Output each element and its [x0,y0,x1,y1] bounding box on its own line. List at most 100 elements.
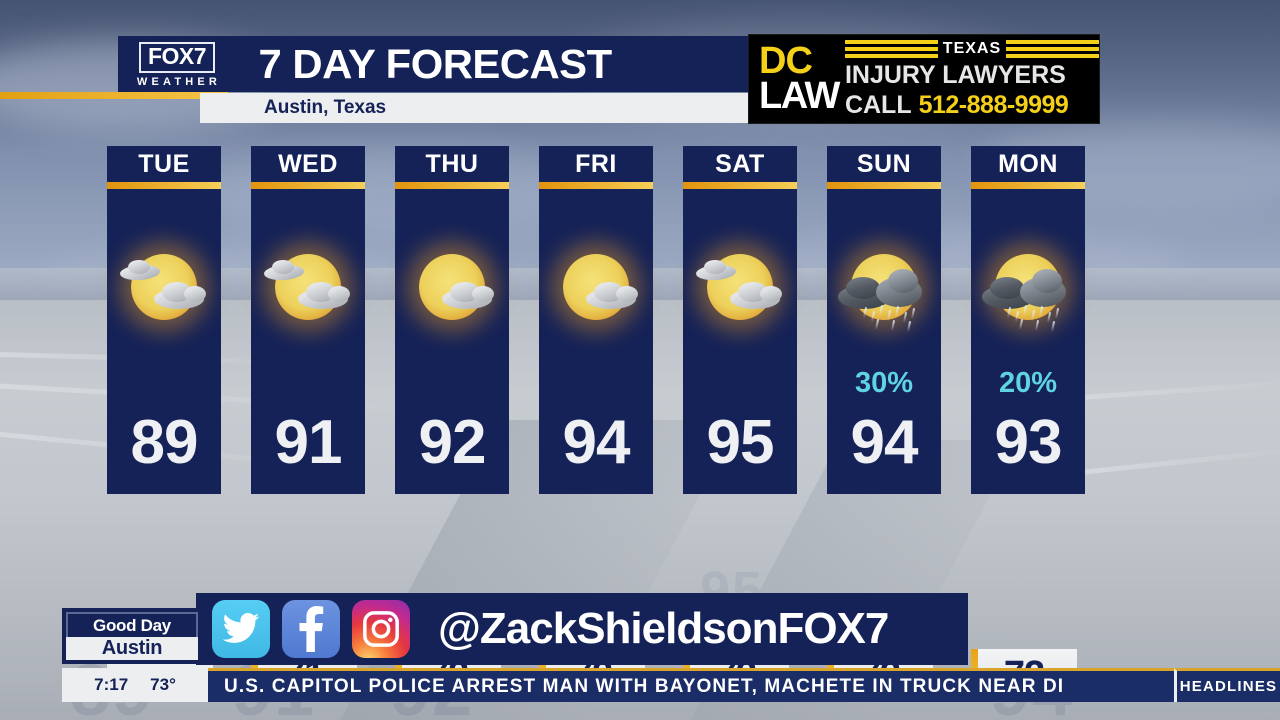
ad-call-label: CALL [844,90,912,119]
sponsor-ad-banner[interactable]: DC LAW TEXAS INJURY LAWYERS CALL 512-888… [748,34,1100,124]
ticker-category-label: HEADLINES [1174,668,1280,702]
show-logo-line1: Good Day [93,615,171,635]
forecast-day-column[interactable]: TUE 89 [107,146,221,494]
forecast-day-column[interactable]: SUN 30% 94 [827,146,941,494]
day-body: 20% 93 [971,189,1085,494]
day-accent-bar [683,182,797,189]
day-label: MON [998,149,1058,178]
seven-day-forecast: TUE 89 WED [107,146,1107,701]
day-label: SAT [715,149,765,178]
cloud-puff [180,150,600,230]
sun-behind-rain-cloud-icon [976,241,1080,333]
rain-drops-icon [1006,304,1068,333]
cloud-shape [272,260,294,274]
day-body: 91 [251,189,365,494]
social-media-bar: @ZackShieldsonFOX7 [196,593,968,665]
ad-brand-line2: LAW [759,75,840,117]
sun-behind-clouds-icon [400,241,504,333]
twitter-bird-glyph [212,600,270,658]
cloud-shape [184,286,206,302]
location-bar: Austin, Texas [200,93,748,123]
day-accent-bar [395,182,509,189]
twitter-icon[interactable] [212,600,270,658]
day-label: TUE [138,149,190,178]
day-accent-bar [827,182,941,189]
instagram-camera-glyph [352,600,410,658]
facebook-f-glyph [282,600,340,658]
cloud-shape [704,260,726,274]
sun-behind-clouds-icon [256,241,360,333]
show-logo-line2: Austin [101,637,163,659]
rain-drops-icon [862,304,924,333]
day-accent-bar [107,182,221,189]
header-accent-rule [0,92,228,99]
high-temperature: 94 [562,408,631,477]
forecast-day-column[interactable]: WED 91 [251,146,365,494]
ticker-headline: U.S. CAPITOL POLICE ARREST MAN WITH BAYO… [224,675,1065,697]
forecast-day-column[interactable]: THU 92 [395,146,509,494]
high-temperature: 92 [418,408,487,477]
current-temperature: 73° [150,675,176,694]
rain-cloud-shape [1032,269,1062,293]
ad-rule-right-icon [1006,40,1099,58]
day-label: THU [425,149,479,178]
day-body: 92 [395,189,509,494]
ticker-headline-area: U.S. CAPITOL POLICE ARREST MAN WITH BAYO… [208,668,1174,702]
ad-tagline-top: TEXAS [942,40,1002,57]
day-label: WED [278,149,338,178]
good-day-austin-logo: Good Day Austin [62,608,202,664]
weather-logo-text: WEATHER [136,75,222,88]
sun-behind-clouds-icon [112,241,216,333]
sun-behind-clouds-icon [544,241,648,333]
instagram-icon[interactable] [352,600,410,658]
day-body: 89 [107,189,221,494]
ad-texas-row: TEXAS [844,39,1099,60]
day-accent-bar [251,182,365,189]
sun-behind-clouds-icon [688,241,792,333]
forecast-day-column[interactable]: MON 20% 93 [971,146,1085,494]
ad-phone-number: 512-888-9999 [918,90,1069,119]
cloud-shape [760,286,782,302]
rain-cloud-shape [846,277,880,299]
high-temperature: 95 [706,408,775,477]
cloud-shape [328,286,350,302]
day-accent-bar [971,182,1085,189]
day-label: SUN [856,149,912,178]
forecast-day-column[interactable]: SAT 95 [683,146,797,494]
show-logo-line1-box: Good Day [66,612,198,637]
fox7-weather-logo: FOX7 WEATHER [118,36,236,92]
rain-cloud-shape [990,277,1024,299]
current-time: 7:17 [94,675,129,694]
ad-copy-block: TEXAS INJURY LAWYERS CALL 512-888-9999 [839,39,1099,120]
day-body: 95 [683,189,797,494]
cloud-shape [616,286,638,302]
cloud-shape [128,260,150,274]
page-title: 7 DAY FORECAST [258,40,613,87]
day-header: WED [251,146,365,182]
day-header: THU [395,146,509,182]
forecast-day-column[interactable]: FRI 94 [539,146,653,494]
ad-call-row: CALL 512-888-9999 [845,91,1099,120]
day-label: FRI [575,149,617,178]
facebook-icon[interactable] [282,600,340,658]
rain-cloud-shape [888,269,918,293]
high-temperature: 94 [850,408,919,477]
day-header: SAT [683,146,797,182]
ad-rule-left-icon [844,40,938,58]
ad-tagline-main: INJURY LAWYERS [844,60,1066,89]
day-header: SUN [827,146,941,182]
day-header: MON [971,146,1085,182]
cloud-shape [472,286,494,302]
sun-behind-rain-cloud-icon [832,241,936,333]
high-temperature: 93 [994,408,1063,477]
ad-brand-line1: DC [759,40,813,83]
precip-chance: 20% [998,367,1058,399]
day-header: FRI [539,146,653,182]
high-temperature: 89 [130,408,199,477]
day-body: 30% 94 [827,189,941,494]
ticker-clock-block: 7:17 73° [62,668,208,702]
location-label: Austin, Texas [264,97,387,118]
day-accent-bar [539,182,653,189]
ticker-label: HEADLINES [1179,678,1278,695]
high-temperature: 91 [274,408,343,477]
